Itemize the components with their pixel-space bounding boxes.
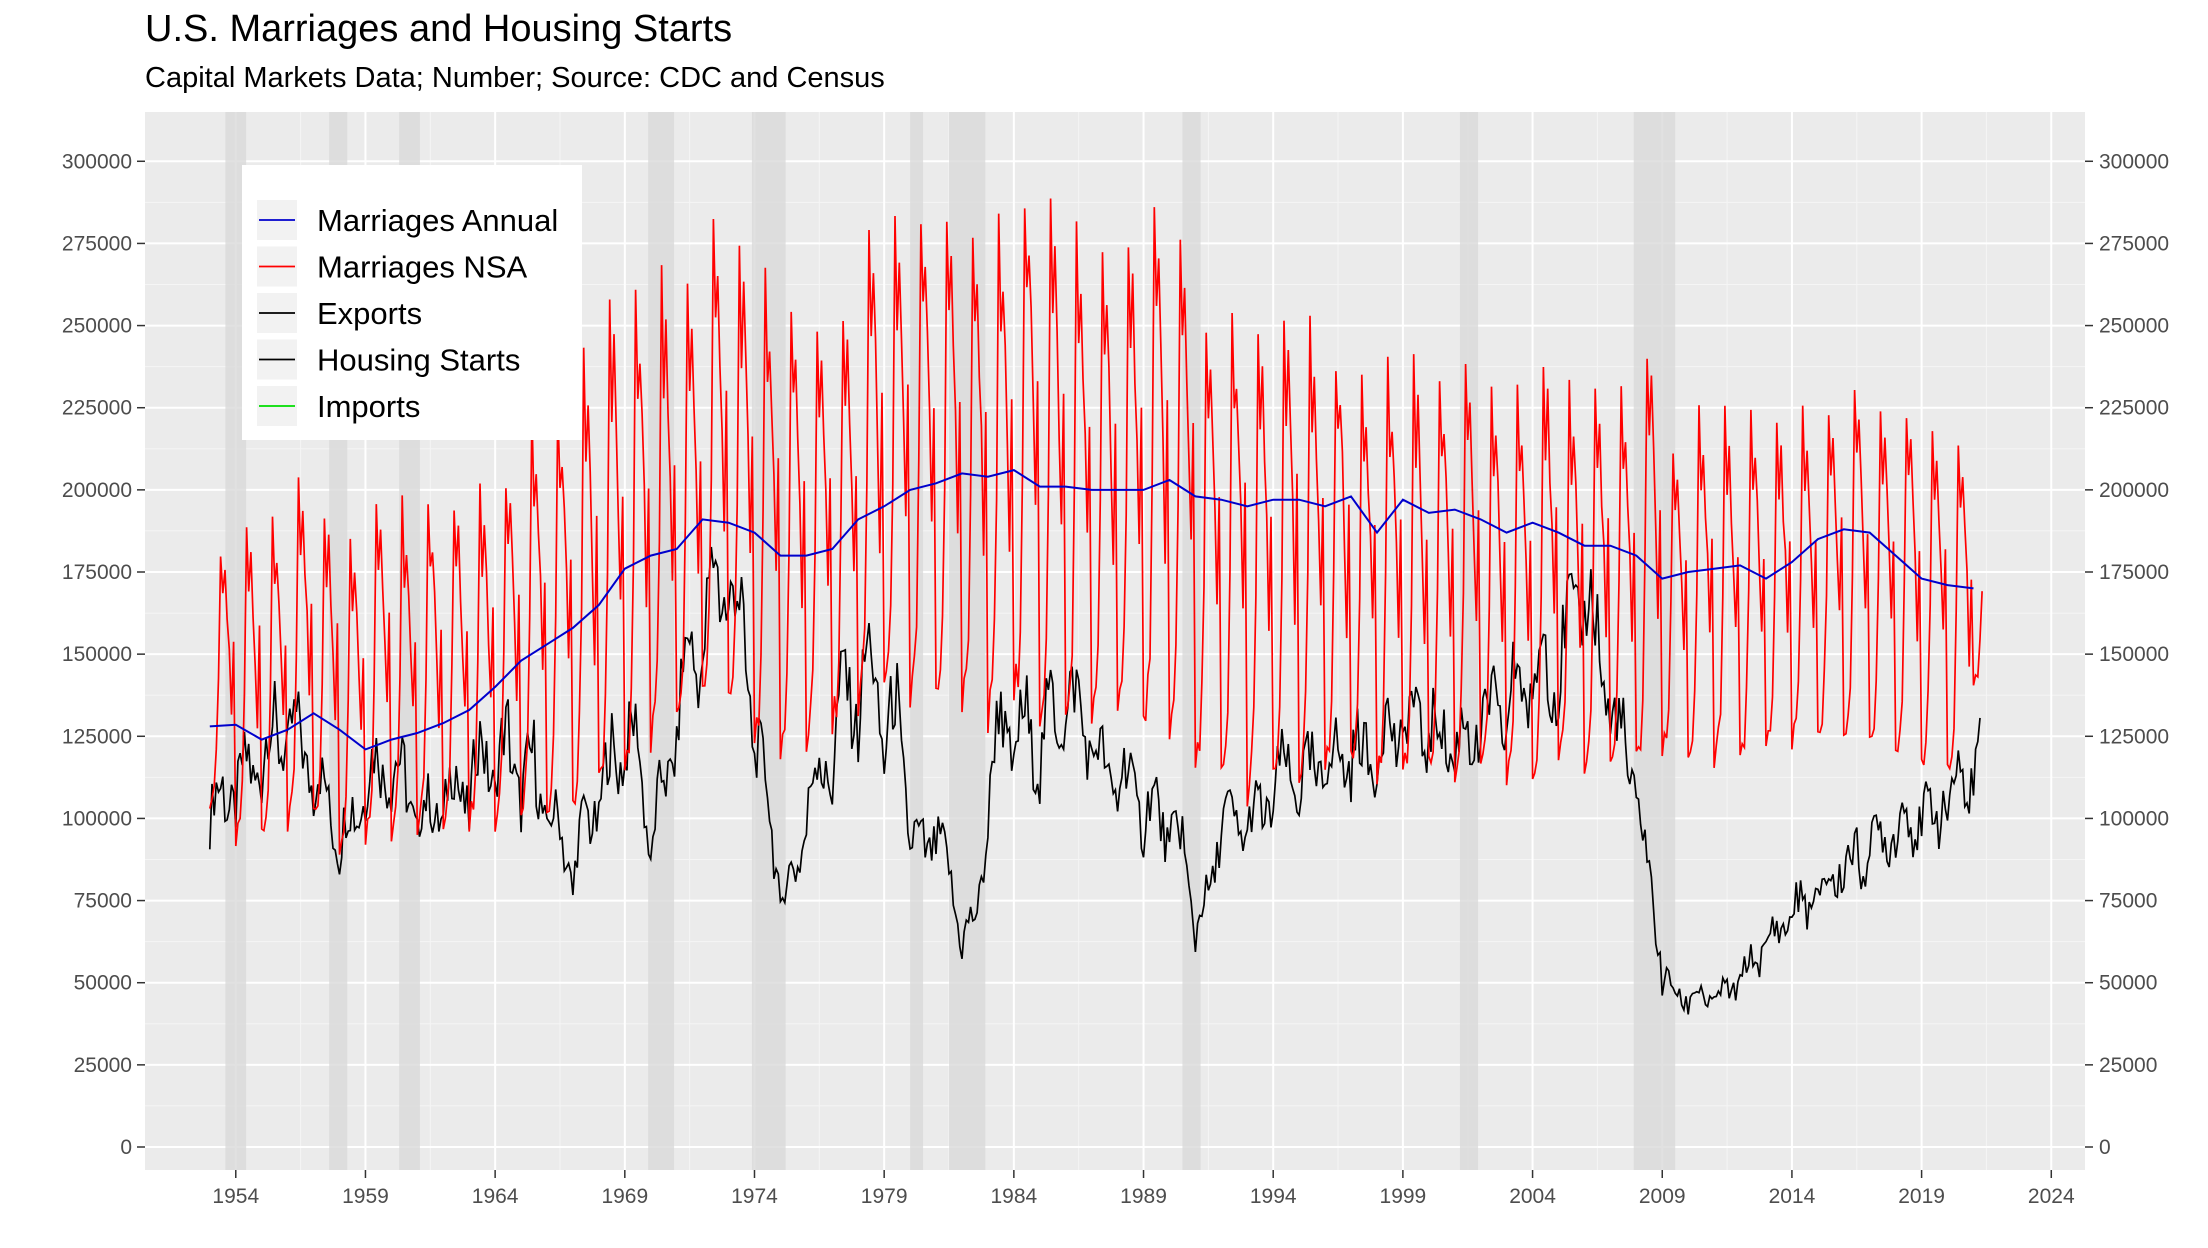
recession-band <box>1459 112 1479 1170</box>
y-tick-label-right: 125000 <box>2099 725 2169 748</box>
y-tick-label-left: 150000 <box>62 643 132 666</box>
y-tick-label-right: 50000 <box>2099 972 2157 995</box>
x-tick-label: 1959 <box>342 1185 389 1208</box>
recession-band <box>1633 112 1676 1170</box>
y-tick-label-left: 0 <box>120 1136 132 1159</box>
x-tick-label: 2004 <box>1509 1185 1556 1208</box>
y-tick-label-right: 275000 <box>2099 232 2169 255</box>
recession-band <box>751 112 786 1170</box>
marriages-annual-line <box>209 469 1974 751</box>
recession-band <box>949 112 986 1170</box>
y-tick-label-left: 125000 <box>62 725 132 748</box>
x-tick-label: 1964 <box>472 1185 519 1208</box>
y-tick-label-right: 100000 <box>2099 807 2169 830</box>
x-tick-label: 2014 <box>1769 1185 1816 1208</box>
recession-band <box>1182 112 1201 1170</box>
y-tick-label-right: 150000 <box>2099 643 2169 666</box>
x-tick-label: 1994 <box>1250 1185 1297 1208</box>
y-tick-label-left: 275000 <box>62 232 132 255</box>
legend-label: Marriages Annual <box>317 203 558 238</box>
x-tick-label: 1954 <box>212 1185 259 1208</box>
y-tick-label-right: 200000 <box>2099 479 2169 502</box>
x-tick-label: 1999 <box>1380 1185 1427 1208</box>
x-tick-label: 1974 <box>731 1185 778 1208</box>
y-tick-label-right: 75000 <box>2099 890 2157 913</box>
recession-band <box>225 112 247 1170</box>
legend-label: Housing Starts <box>317 343 520 378</box>
y-tick-label-right: 0 <box>2099 1136 2111 1159</box>
marriages-nsa-line <box>208 198 1983 855</box>
y-tick-label-left: 225000 <box>62 397 132 420</box>
y-tick-label-left: 100000 <box>62 807 132 830</box>
y-tick-label-left: 300000 <box>62 150 132 173</box>
x-tick-label: 1984 <box>990 1185 1037 1208</box>
y-tick-label-left: 175000 <box>62 561 132 584</box>
housing-starts-line <box>208 546 1981 1015</box>
legend-box <box>242 165 582 440</box>
x-tick-label: 2024 <box>2028 1185 2075 1208</box>
x-tick-label: 1989 <box>1120 1185 1167 1208</box>
chart-title: U.S. Marriages and Housing Starts <box>145 8 733 50</box>
chart-subtitle: Capital Markets Data; Number; Source: CD… <box>145 62 885 94</box>
y-tick-label-right: 175000 <box>2099 561 2169 584</box>
x-tick-label: 2009 <box>1639 1185 1686 1208</box>
legend-label: Exports <box>317 296 422 331</box>
legend-label: Imports <box>317 389 420 424</box>
y-tick-label-left: 75000 <box>74 890 132 913</box>
x-tick-label: 1979 <box>861 1185 908 1208</box>
legend-label: Marriages NSA <box>317 250 527 285</box>
y-tick-label-right: 25000 <box>2099 1054 2157 1077</box>
x-tick-label: 2019 <box>1898 1185 1945 1208</box>
y-tick-label-left: 50000 <box>74 972 132 995</box>
y-tick-label-left: 25000 <box>74 1054 132 1077</box>
y-tick-label-left: 250000 <box>62 315 132 338</box>
y-tick-label-right: 225000 <box>2099 397 2169 420</box>
x-tick-label: 1969 <box>601 1185 648 1208</box>
y-tick-label-left: 200000 <box>62 479 132 502</box>
y-tick-label-right: 250000 <box>2099 315 2169 338</box>
y-tick-label-right: 300000 <box>2099 150 2169 173</box>
